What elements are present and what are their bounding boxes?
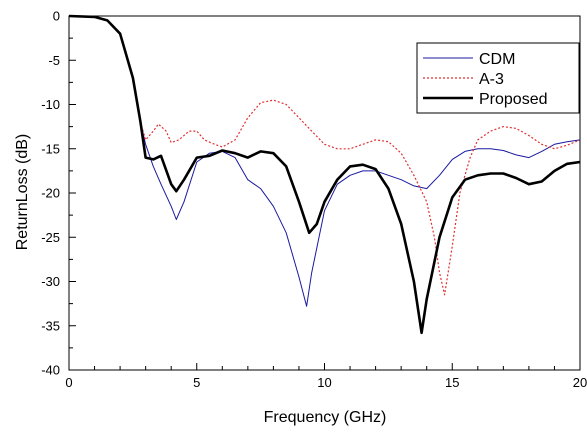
y-axis-title: ReturnLoss (dB) (14, 134, 31, 251)
x-tick-label: 20 (573, 375, 587, 390)
x-tick-label: 0 (65, 375, 72, 390)
y-tick-label: -5 (48, 53, 60, 68)
series-line-proposed (68, 14, 581, 335)
legend-label-a-3: A-3 (479, 71, 504, 88)
y-tick-label: -40 (41, 363, 60, 378)
x-axis-title: Frequency (GHz) (264, 409, 387, 426)
legend-label-cdm: CDM (479, 51, 515, 68)
y-tick-label: -30 (41, 274, 60, 289)
y-tick-label: -10 (41, 97, 60, 112)
legend-label-proposed: Proposed (479, 91, 548, 108)
x-tick-label: 5 (193, 375, 200, 390)
x-tick-label: 10 (317, 375, 331, 390)
x-tick-label: 15 (445, 375, 459, 390)
y-tick-label: -15 (41, 141, 60, 156)
legend: CDM A-3 Proposed (416, 42, 580, 114)
y-tick-label: 0 (53, 9, 60, 24)
axes: 0 5 10 15 20 0 -5 -10 -15 -20 -25 -30 -35 -40 (41, 9, 587, 391)
series-line-a-3 (68, 15, 581, 296)
plot-area (68, 14, 581, 335)
y-tick-label: -35 (41, 318, 60, 333)
series-line-cdm (68, 15, 581, 307)
y-tick-label: -20 (41, 186, 60, 201)
y-tick-label: -25 (41, 230, 60, 245)
